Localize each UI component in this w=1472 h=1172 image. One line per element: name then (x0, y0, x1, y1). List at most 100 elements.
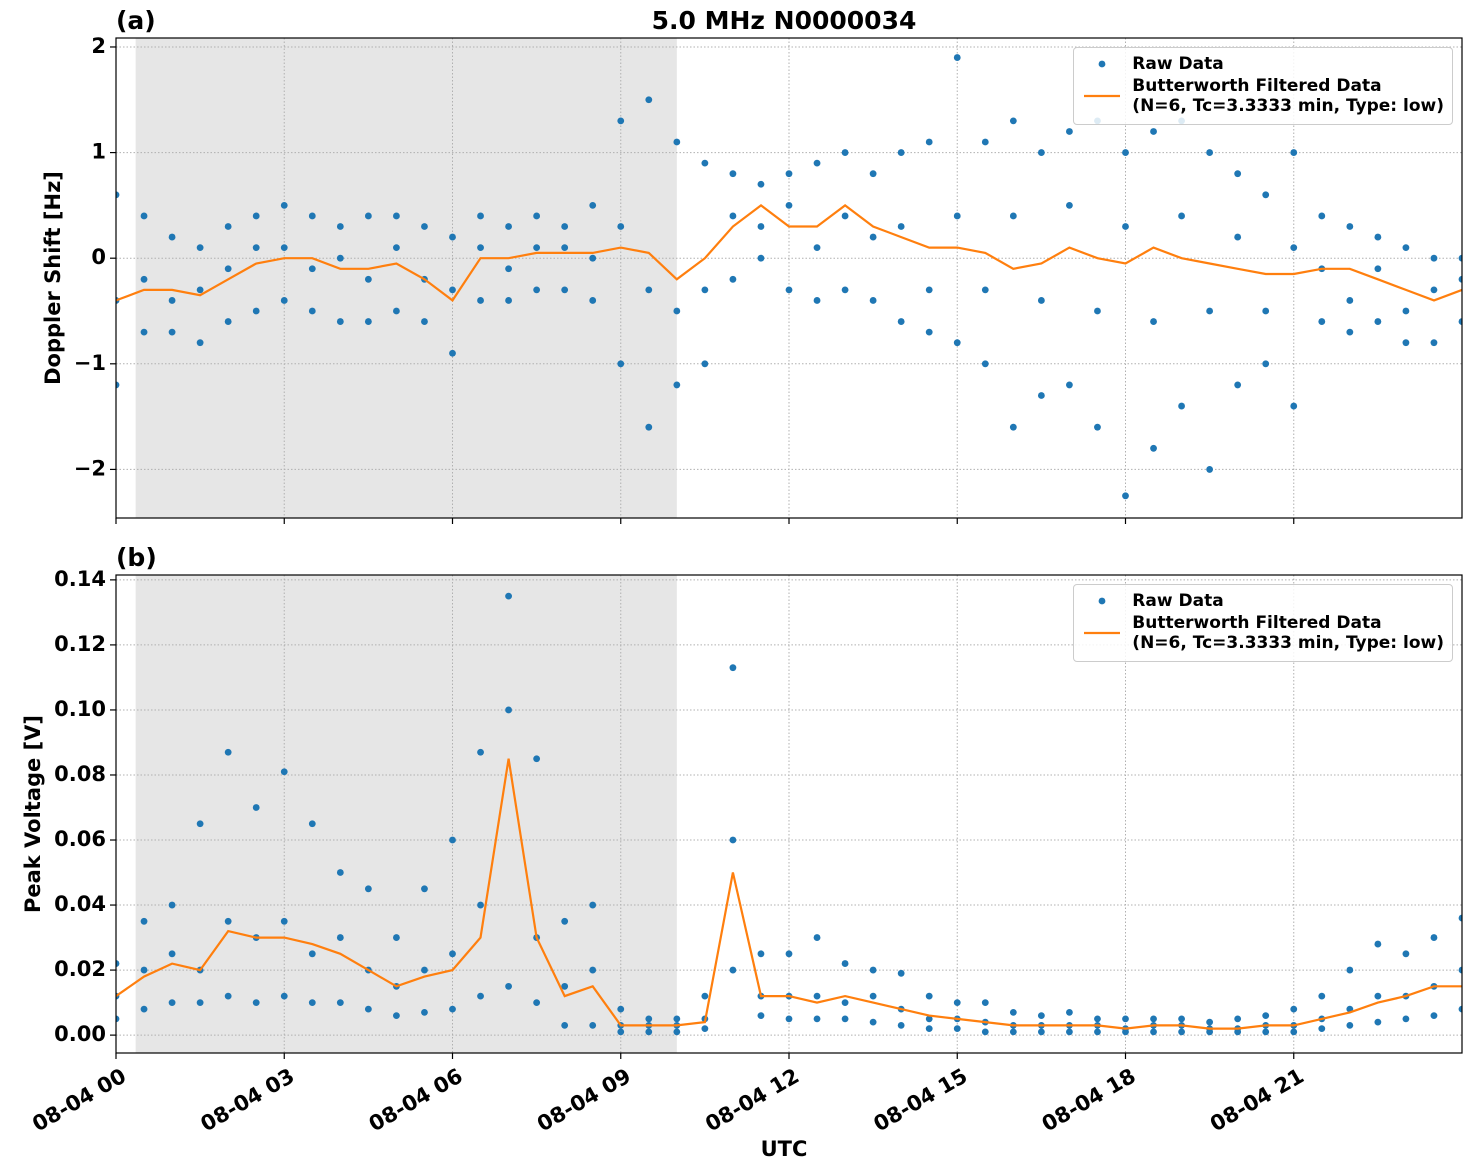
raw-point (168, 297, 176, 304)
raw-point (1122, 492, 1129, 500)
raw-point (116, 191, 120, 199)
raw-point (1009, 1028, 1017, 1036)
legend-swatch (1084, 631, 1121, 635)
raw-point (1066, 1028, 1073, 1036)
filtered-line (116, 758, 1462, 1030)
raw-point (477, 901, 484, 909)
raw-point (308, 950, 316, 958)
raw-point (505, 592, 512, 600)
raw-point (869, 992, 877, 1000)
raw-point (1402, 307, 1410, 315)
raw-point (1122, 1015, 1129, 1023)
raw-point (1150, 1028, 1157, 1036)
raw-point (869, 1018, 877, 1026)
raw-point (116, 1015, 120, 1023)
raw-point (1374, 940, 1382, 948)
raw-point (645, 1015, 653, 1023)
raw-point (308, 307, 316, 315)
raw-point (925, 1025, 933, 1033)
raw-point (1346, 966, 1354, 974)
raw-point (841, 1015, 849, 1023)
raw-point (953, 999, 961, 1006)
raw-point (841, 286, 849, 294)
raw-point (140, 212, 148, 220)
raw-point (477, 212, 484, 220)
raw-point (785, 201, 793, 209)
raw-point (252, 307, 260, 315)
raw-point (196, 820, 204, 828)
raw-point (869, 297, 877, 304)
raw-point (757, 180, 765, 188)
raw-point (224, 992, 232, 1000)
raw-point (561, 244, 569, 252)
raw-point (589, 297, 597, 304)
raw-point (813, 934, 821, 941)
raw-point (1178, 1028, 1185, 1036)
raw-point (533, 999, 541, 1006)
panel-label: (a) (116, 6, 156, 35)
raw-point (673, 1015, 681, 1023)
raw-point (729, 170, 737, 178)
raw-point (336, 254, 344, 262)
panel-label: (b) (116, 543, 157, 572)
raw-point (1094, 307, 1101, 315)
raw-point (280, 244, 288, 252)
raw-point (757, 254, 765, 262)
raw-point (364, 212, 372, 220)
raw-point (1430, 339, 1438, 347)
legend-label: Butterworth Filtered Data (N=6, Tc=3.333… (1132, 76, 1444, 116)
raw-point (1150, 444, 1157, 452)
shaded-span (135, 38, 677, 518)
raw-point (252, 212, 260, 220)
raw-point (505, 706, 512, 714)
raw-point (224, 318, 232, 325)
legend-swatch (1098, 597, 1106, 605)
raw-point (701, 159, 709, 167)
y-tick-label: 1 (91, 140, 106, 164)
raw-point (280, 768, 288, 776)
chart-title: 5.0 MHz N0000034 (652, 6, 917, 35)
raw-point (1234, 1015, 1242, 1023)
raw-point (1206, 307, 1214, 315)
raw-point (1150, 318, 1157, 325)
raw-point (505, 265, 512, 273)
raw-point (673, 381, 681, 389)
raw-point (533, 212, 541, 220)
raw-point (645, 96, 653, 104)
raw-point (421, 1008, 428, 1016)
raw-point (673, 307, 681, 315)
raw-point (116, 381, 120, 389)
axes-frame (115, 574, 1463, 1054)
raw-point (1402, 339, 1410, 347)
raw-point (364, 275, 372, 283)
raw-point (280, 992, 288, 1000)
legend-label: Raw Data (1132, 54, 1224, 74)
raw-point (1009, 423, 1017, 431)
y-tick-label: 0.06 (54, 827, 106, 851)
raw-point (841, 960, 849, 967)
raw-point (561, 286, 569, 294)
raw-point (897, 149, 905, 156)
raw-point (841, 999, 849, 1006)
raw-point (673, 1028, 681, 1036)
raw-point (589, 966, 597, 974)
raw-point (757, 223, 765, 230)
raw-point (925, 138, 933, 146)
raw-point (813, 159, 821, 167)
y-axis-label: Peak Voltage [V] (21, 715, 45, 913)
raw-point (252, 804, 260, 811)
raw-point (869, 233, 877, 241)
x-tick-label: 08-04 06 (365, 1064, 467, 1137)
raw-point (421, 318, 428, 325)
raw-point (841, 149, 849, 156)
raw-point (813, 297, 821, 304)
raw-point (449, 349, 456, 357)
raw-point (308, 820, 316, 828)
raw-point (505, 297, 512, 304)
raw-point (1150, 1015, 1157, 1023)
raw-point (1374, 318, 1382, 325)
y-tick-label: −2 (74, 456, 106, 480)
raw-point (701, 1025, 709, 1033)
legend-marker (1098, 597, 1106, 605)
raw-point (1430, 286, 1438, 294)
